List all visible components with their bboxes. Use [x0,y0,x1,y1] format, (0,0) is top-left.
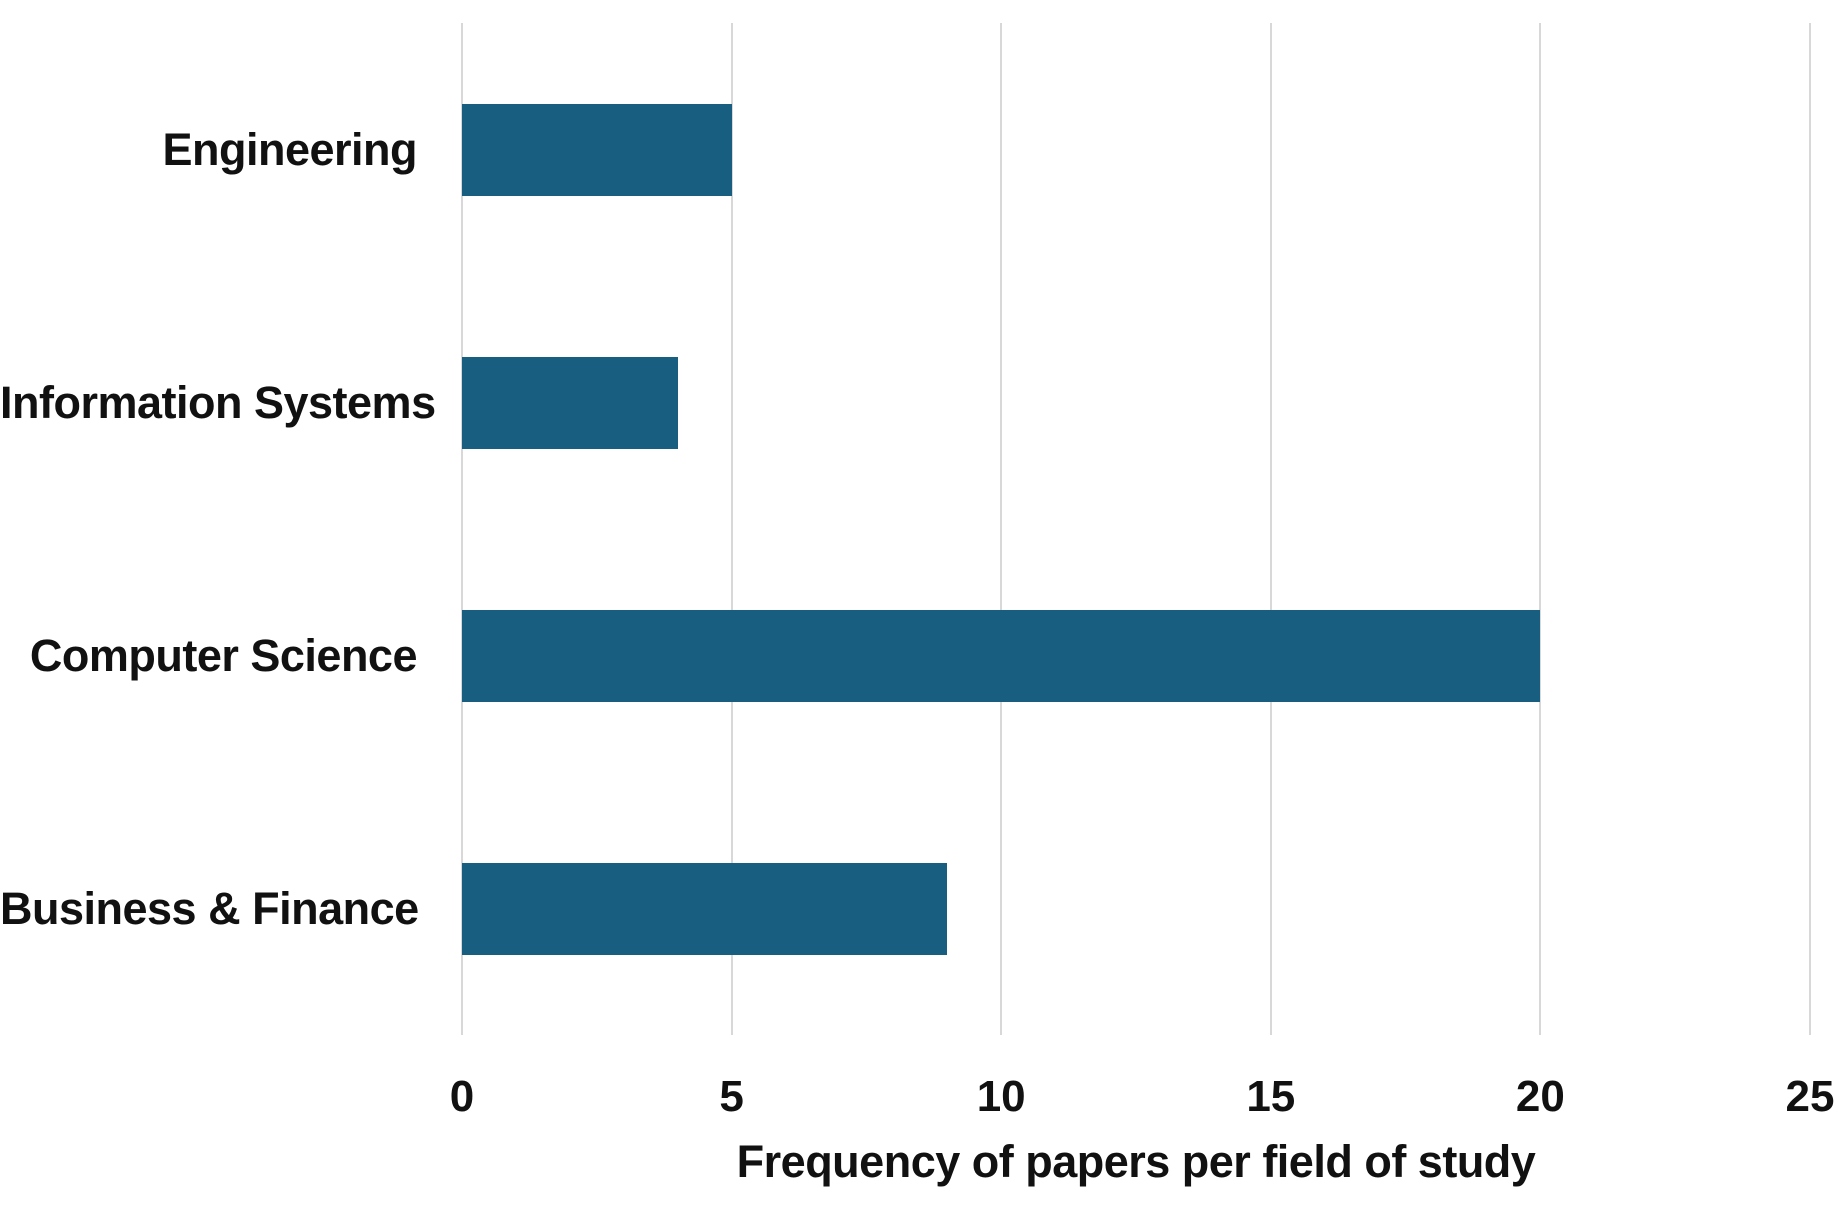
gridline-25 [1809,23,1811,1035]
category-label-computer-science: Computer Science [29,629,418,681]
category-label-business-finance: Business & Finance [0,882,419,934]
gridline-0 [461,23,463,1035]
plot-area [461,23,1811,1035]
bar-computer-science [462,609,1541,702]
bar-business-finance [462,862,948,955]
category-label-information-systems: Information Systems [0,376,436,428]
bar-engineering [462,103,732,196]
x-tick-label-20: 20 [1515,1072,1565,1121]
bar-information-systems [462,356,678,449]
x-tick-label-0: 0 [449,1072,475,1121]
gridline-20 [1539,23,1542,1035]
x-tick-label-5: 5 [719,1072,744,1121]
x-tick-label-15: 15 [1246,1072,1296,1121]
gridline-15 [1269,23,1272,1035]
gridline-10 [1000,23,1003,1035]
x-axis-title: Frequency of papers per field of study [736,1136,1536,1187]
gridline-5 [730,23,733,1035]
x-tick-label-25: 25 [1785,1072,1835,1121]
category-axis: Engineering Information Systems Computer S… [0,23,436,1035]
category-label-engineering: Engineering [162,123,417,175]
x-tick-label-10: 10 [976,1072,1026,1121]
